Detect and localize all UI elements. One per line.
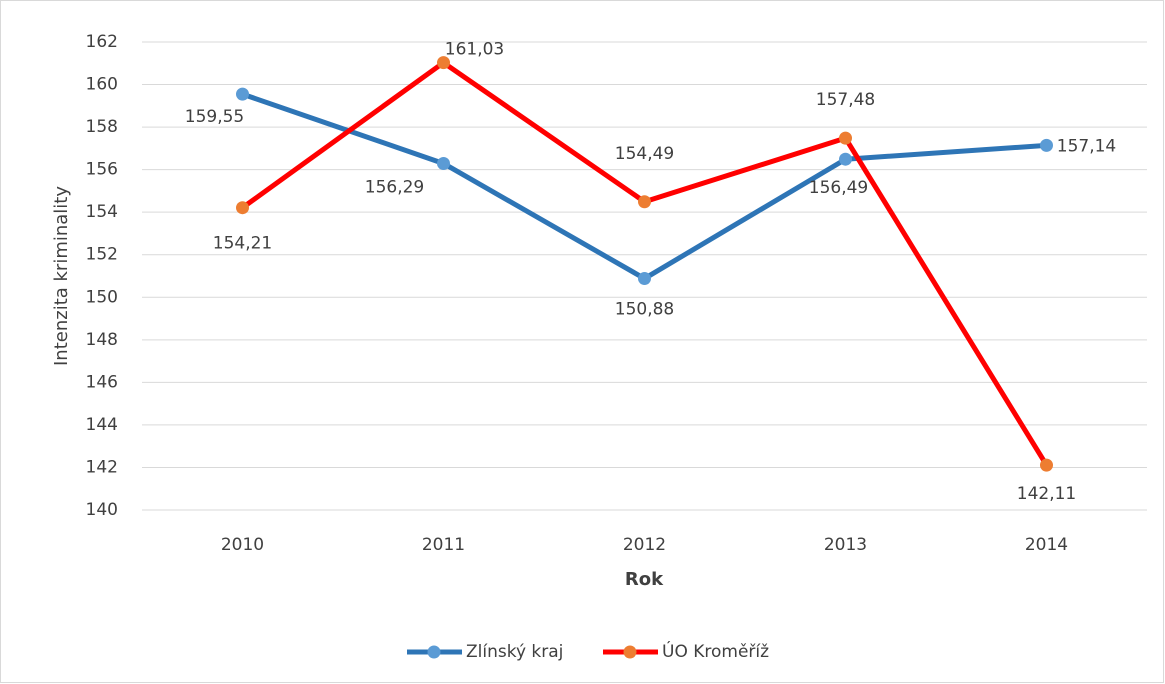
y-tick-label: 142 (86, 457, 118, 477)
data-label: 157,14 (1057, 136, 1116, 156)
marker (638, 195, 651, 209)
y-tick-label: 156 (86, 160, 118, 180)
y-tick-label: 148 (86, 330, 118, 350)
data-label: 154,49 (615, 144, 674, 164)
data-label: 150,88 (615, 300, 674, 320)
y-tick-label: 144 (86, 415, 118, 435)
data-label: 142,11 (1017, 484, 1076, 504)
legend-label: ÚO Kroměříž (662, 640, 769, 662)
x-tick-label: 2012 (623, 535, 666, 555)
data-label: 157,48 (816, 90, 875, 110)
y-tick-label: 146 (86, 372, 118, 392)
marker (437, 156, 450, 170)
x-tick-label: 2013 (824, 535, 867, 555)
x-tick-label: 2010 (221, 535, 264, 555)
data-label: 161,03 (445, 40, 504, 60)
marker (1040, 458, 1053, 472)
legend-label: Zlínský kraj (466, 642, 563, 662)
marker (236, 201, 249, 215)
y-tick-label: 162 (86, 32, 118, 52)
x-tick-label: 2011 (422, 535, 465, 555)
data-label: 156,49 (809, 178, 868, 198)
y-tick-label: 150 (86, 287, 118, 307)
marker (839, 131, 852, 145)
y-tick-label: 152 (86, 245, 118, 265)
y-tick-label: 160 (86, 75, 118, 95)
marker (437, 56, 450, 70)
legend-marker (427, 645, 441, 659)
data-label: 159,55 (185, 107, 244, 127)
y-tick-label: 158 (86, 117, 118, 137)
marker (839, 152, 852, 166)
data-label: 156,29 (365, 177, 424, 197)
y-tick-label: 140 (86, 500, 118, 520)
y-tick-label: 154 (86, 202, 118, 222)
legend-marker (623, 645, 637, 659)
marker (236, 87, 249, 101)
x-axis-title: Rok (625, 569, 664, 590)
marker (638, 272, 651, 286)
marker (1040, 138, 1053, 152)
y-axis-title: Intenzita kriminality (51, 186, 72, 366)
x-tick-label: 2014 (1025, 535, 1068, 555)
data-label: 154,21 (213, 234, 272, 254)
